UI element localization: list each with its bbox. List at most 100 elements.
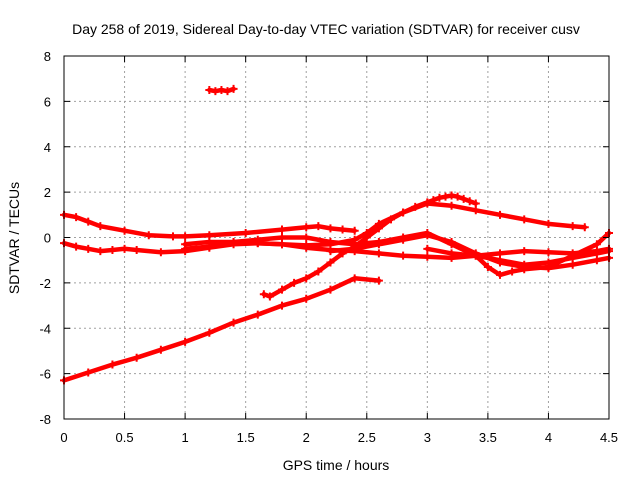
data-point (302, 274, 311, 283)
y-tick-label: -4 (39, 321, 51, 336)
data-point (132, 245, 141, 254)
data-point (544, 248, 553, 257)
data-point (508, 267, 517, 276)
x-tick-label: 4 (545, 430, 552, 445)
x-tick-label: 1.5 (237, 430, 255, 445)
data-point (302, 233, 311, 242)
data-point (350, 244, 359, 253)
data-point (362, 228, 371, 237)
data-point (374, 276, 383, 285)
data-point (471, 199, 480, 208)
data-point (205, 231, 214, 240)
data-point (399, 235, 408, 244)
data-point (278, 225, 286, 234)
x-tick-label: 3.5 (479, 430, 497, 445)
y-tick-label: -6 (39, 367, 51, 382)
data-point (592, 256, 601, 265)
data-point (278, 240, 286, 249)
data-point (72, 213, 81, 222)
data-point (447, 238, 456, 247)
x-tick-label: 2 (303, 430, 310, 445)
series-track-d (205, 84, 238, 96)
x-tick-label: 2.5 (358, 430, 376, 445)
data-point (326, 247, 335, 256)
data-point (72, 242, 81, 251)
data-point (592, 240, 601, 249)
data-point (302, 223, 311, 232)
data-point (314, 267, 323, 276)
data-point (435, 193, 444, 202)
data-point (496, 270, 504, 279)
data-point (326, 285, 335, 294)
y-tick-label: 6 (44, 94, 51, 109)
data-point (447, 201, 456, 210)
series-track-c (60, 274, 383, 385)
data-point (181, 244, 190, 253)
data-point (84, 368, 93, 377)
data-point (223, 87, 232, 96)
data-point (423, 244, 432, 253)
data-point (447, 249, 456, 258)
chart-title: Day 258 of 2019, Sidereal Day-to-day VTE… (72, 21, 580, 37)
data-point (259, 290, 268, 299)
data-point (108, 245, 117, 254)
x-tick-label: 3 (424, 430, 431, 445)
data-point (423, 252, 432, 261)
data-point (278, 285, 286, 294)
data-point (350, 274, 359, 283)
x-axis-label: GPS time / hours (283, 457, 390, 473)
series-line (61, 276, 382, 383)
data-point (459, 194, 468, 203)
data-point (496, 256, 504, 265)
data-point (181, 232, 190, 241)
data-point (338, 225, 347, 234)
data-point (326, 224, 335, 233)
y-tick-labels: -8 -6 -4 -2 0 2 4 6 8 (39, 49, 51, 427)
y-tick-label: 4 (44, 140, 51, 155)
y-axis-label: SDTVAR / TECUs (6, 182, 22, 294)
data-point (253, 310, 262, 319)
x-tick-label: 0 (60, 430, 67, 445)
data-point (580, 223, 589, 232)
ticks (63, 55, 610, 420)
data-point (265, 292, 274, 301)
data-point (169, 232, 177, 241)
data-point (205, 328, 214, 337)
y-tick-label: -2 (39, 276, 51, 291)
data-point (144, 231, 153, 240)
data-point (465, 197, 474, 206)
data-point (568, 253, 577, 262)
data-point (217, 86, 226, 95)
series-track-a (60, 210, 359, 241)
y-tick-label: -8 (39, 412, 51, 427)
data-point (544, 219, 553, 228)
data-point (314, 222, 323, 231)
data-point (120, 244, 129, 253)
data-point (326, 258, 335, 267)
data-point (84, 217, 93, 226)
series-line (61, 212, 357, 239)
data-point (423, 231, 432, 240)
data-point (471, 206, 480, 215)
data-point (229, 318, 238, 327)
x-tick-label: 1 (181, 430, 188, 445)
data-point (447, 191, 456, 200)
data-point (374, 249, 383, 258)
data-point (278, 233, 286, 242)
data-point (374, 240, 383, 249)
data-point (290, 278, 299, 287)
data-point (326, 238, 335, 247)
data-point (423, 199, 432, 208)
data-point (483, 262, 492, 271)
data-point (544, 258, 553, 267)
y-tick-label: 0 (44, 231, 51, 246)
data-point (156, 345, 165, 354)
series-layer (60, 84, 613, 385)
data-point (496, 210, 504, 219)
data-point (108, 360, 117, 369)
data-point (453, 192, 462, 201)
data-point (120, 226, 129, 235)
y-tick-label: 2 (44, 185, 51, 200)
data-point (471, 251, 480, 260)
